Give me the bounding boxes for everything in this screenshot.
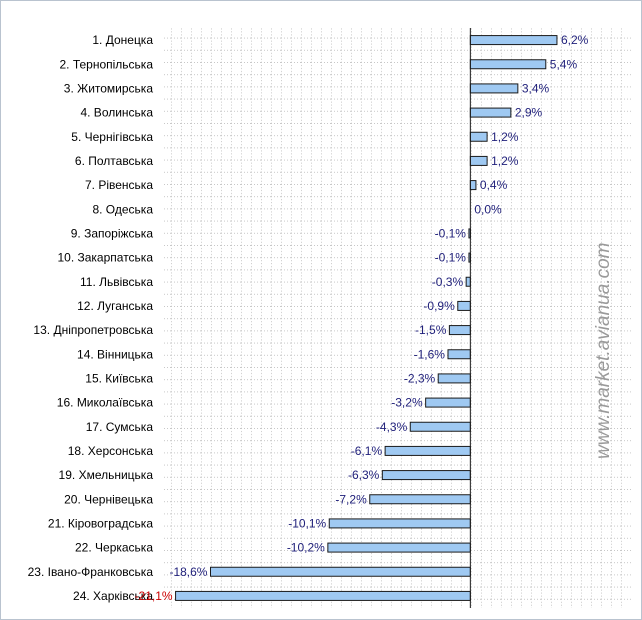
bar (369, 494, 471, 505)
value-label: -0,1% (435, 251, 467, 265)
bar (381, 470, 471, 481)
category-label: 2. Тернопільська (59, 57, 153, 71)
bar (209, 566, 471, 577)
bar (409, 421, 471, 432)
bar (175, 590, 471, 601)
category-label: 15. Київська (85, 371, 153, 385)
category-label: 16. Миколаївська (57, 396, 154, 410)
category-label: 10. Закарпатська (57, 251, 153, 265)
bar (384, 445, 471, 456)
bar (469, 35, 558, 46)
category-label: 21. Кіровоградська (48, 516, 153, 530)
plot-area-grid (163, 28, 631, 608)
category-label: 22. Черкаська (75, 541, 153, 555)
category-label: 24. Харківська (73, 589, 153, 603)
bar (327, 542, 471, 553)
category-label: 7. Рівенська (85, 178, 153, 192)
watermark-text: www.market.avianua.com (593, 243, 614, 459)
value-label: 1,2% (491, 154, 519, 168)
value-label: -7,2% (335, 492, 367, 506)
category-label: 14. Вінницька (77, 347, 153, 361)
category-label: 13. Дніпропетровська (33, 323, 153, 337)
category-label: 5. Чернігівська (71, 130, 153, 144)
bar (448, 325, 471, 336)
category-label: 3. Житомирська (64, 81, 154, 95)
category-label: 18. Херсонська (68, 444, 154, 458)
category-label: 1. Донецка (92, 33, 153, 47)
bar (469, 131, 488, 142)
value-label: 1,2% (491, 130, 519, 144)
value-label: 3,4% (522, 81, 550, 95)
bar (469, 180, 477, 191)
value-label: -10,1% (288, 516, 326, 530)
value-label: 5,4% (550, 57, 578, 71)
category-label: 6. Полтавська (75, 154, 153, 168)
value-label: -21,1% (135, 589, 173, 603)
bar (469, 83, 519, 94)
bar (328, 518, 471, 529)
category-label: 19. Хмельницька (59, 468, 154, 482)
category-label: 12. Луганська (77, 299, 153, 313)
bar (447, 349, 471, 360)
value-label: 0,0% (474, 202, 502, 216)
value-label: 2,9% (515, 106, 543, 120)
value-label: -1,5% (415, 323, 447, 337)
bar (437, 373, 471, 384)
bar (457, 300, 471, 311)
bar (469, 59, 547, 70)
value-label: -10,2% (287, 541, 325, 555)
value-label: -1,6% (414, 347, 446, 361)
bar (425, 397, 471, 408)
bar (469, 155, 488, 166)
value-label: -6,3% (348, 468, 380, 482)
category-label: 11. Львівська (80, 275, 153, 289)
category-label: 8. Одеська (92, 202, 153, 216)
value-label: -2,3% (404, 371, 436, 385)
value-label: 6,2% (561, 33, 589, 47)
value-label: -3,2% (391, 396, 423, 410)
category-label: 20. Чернівецька (64, 492, 153, 506)
bar (465, 276, 471, 287)
category-label: 4. Волинська (80, 106, 153, 120)
value-label: -6,1% (351, 444, 383, 458)
category-label: 17. Сумська (86, 420, 154, 434)
category-label: 23. Івано-Франковська (28, 565, 154, 579)
value-label: -0,9% (423, 299, 455, 313)
value-label: -18,6% (169, 565, 207, 579)
value-label: 0,4% (480, 178, 508, 192)
value-label: -4,3% (376, 420, 408, 434)
category-label: 9. Запоріжська (71, 226, 154, 240)
value-label: -0,1% (435, 226, 467, 240)
bar (469, 107, 512, 118)
value-label: -0,3% (432, 275, 464, 289)
